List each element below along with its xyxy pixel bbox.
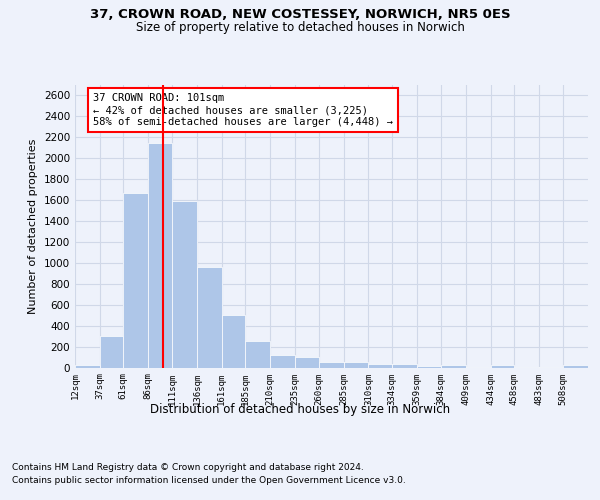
Bar: [368, 364, 392, 368]
Bar: [539, 367, 563, 368]
Bar: [416, 366, 441, 368]
Bar: [197, 267, 222, 368]
Bar: [344, 362, 368, 368]
Text: Size of property relative to detached houses in Norwich: Size of property relative to detached ho…: [136, 22, 464, 35]
Bar: [148, 142, 172, 368]
Text: 37 CROWN ROAD: 101sqm
← 42% of detached houses are smaller (3,225)
58% of semi-d: 37 CROWN ROAD: 101sqm ← 42% of detached …: [93, 94, 393, 126]
Bar: [295, 357, 319, 368]
Bar: [222, 315, 245, 368]
Text: Distribution of detached houses by size in Norwich: Distribution of detached houses by size …: [150, 402, 450, 415]
Bar: [563, 365, 588, 368]
Bar: [123, 193, 148, 368]
Bar: [441, 366, 466, 368]
Bar: [514, 367, 539, 368]
Bar: [100, 336, 123, 368]
Bar: [172, 201, 197, 368]
Text: Contains HM Land Registry data © Crown copyright and database right 2024.: Contains HM Land Registry data © Crown c…: [12, 462, 364, 471]
Y-axis label: Number of detached properties: Number of detached properties: [28, 138, 38, 314]
Bar: [491, 366, 514, 368]
Bar: [392, 364, 416, 368]
Text: Contains public sector information licensed under the Open Government Licence v3: Contains public sector information licen…: [12, 476, 406, 485]
Bar: [270, 355, 295, 368]
Bar: [319, 362, 344, 368]
Bar: [75, 365, 100, 368]
Bar: [466, 367, 491, 368]
Text: 37, CROWN ROAD, NEW COSTESSEY, NORWICH, NR5 0ES: 37, CROWN ROAD, NEW COSTESSEY, NORWICH, …: [89, 8, 511, 20]
Bar: [245, 342, 270, 367]
